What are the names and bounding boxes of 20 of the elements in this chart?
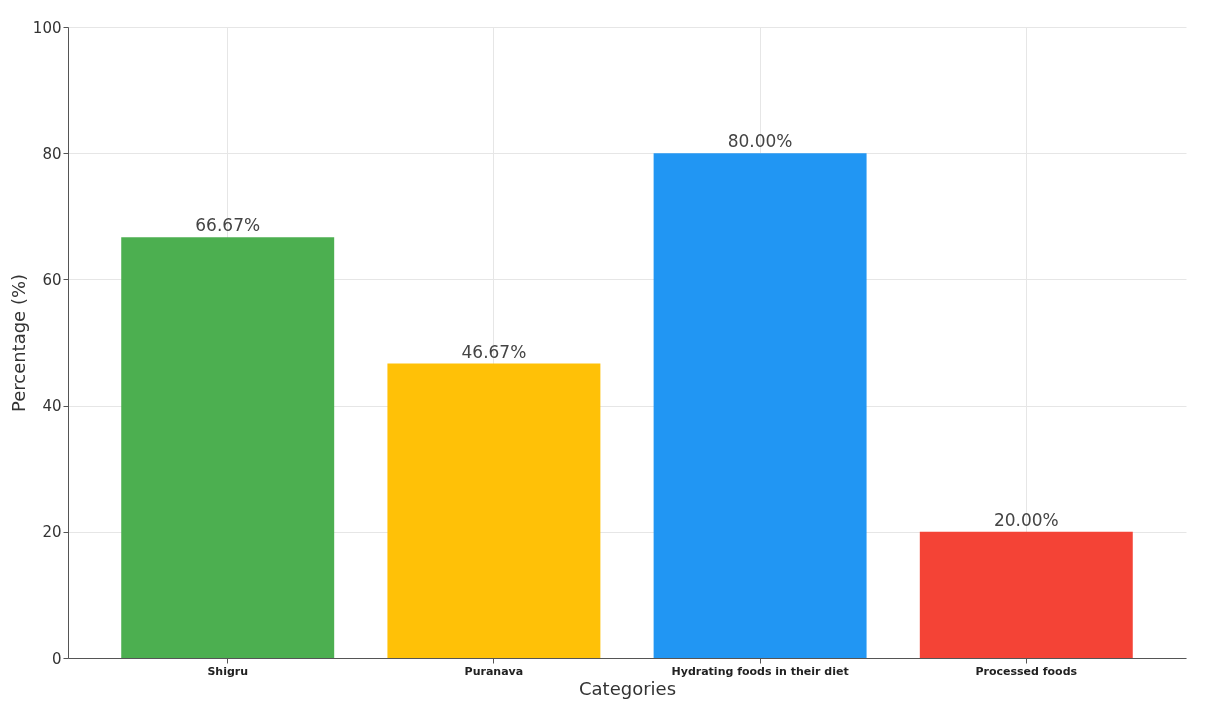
data-label: 66.67% <box>195 215 261 236</box>
x-tick-label: Hydrating foods in their diet <box>671 664 849 678</box>
bar <box>653 153 867 658</box>
data-label: 80.00% <box>727 131 793 152</box>
y-tick-label: 20 <box>42 523 62 542</box>
bar <box>121 237 335 658</box>
y-tick-label: 0 <box>51 649 62 668</box>
y-tick-label: 80 <box>42 144 62 163</box>
y-tick-label: 100 <box>32 18 62 37</box>
y-tick-label: 60 <box>42 270 62 289</box>
y-tick-label: 40 <box>42 397 62 416</box>
y-axis-title: Percentage (%) <box>7 273 29 413</box>
bar <box>919 531 1133 658</box>
x-tick-label: Puranava <box>464 664 524 678</box>
x-axis-title: Categories <box>578 677 677 699</box>
data-label: 46.67% <box>461 341 527 362</box>
data-label: 20.00% <box>993 509 1059 530</box>
bar <box>387 363 601 658</box>
x-tick-label: Shigru <box>207 664 249 678</box>
x-tick-label: Processed foods <box>975 664 1078 678</box>
